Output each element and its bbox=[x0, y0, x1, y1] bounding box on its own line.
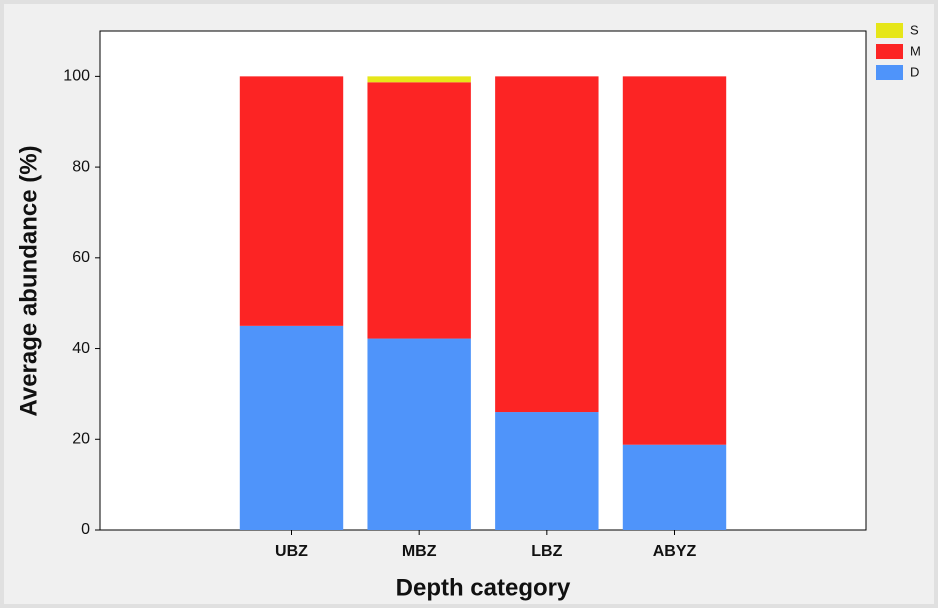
y-tick-label: 0 bbox=[81, 521, 90, 538]
y-axis-title: Average abundance (%) bbox=[15, 145, 42, 416]
legend-swatch bbox=[876, 23, 903, 38]
bar-segment bbox=[495, 412, 599, 530]
y-tick-label: 60 bbox=[72, 249, 90, 266]
legend-swatch bbox=[876, 65, 903, 80]
legend-label: M bbox=[910, 43, 921, 58]
legend-label: S bbox=[910, 22, 919, 37]
y-tick-label: 40 bbox=[72, 340, 90, 357]
bar-segment bbox=[622, 444, 727, 530]
plot-area bbox=[99, 30, 867, 531]
legend-swatch bbox=[876, 44, 903, 59]
x-tick-label: UBZ bbox=[275, 543, 308, 560]
legend-label: D bbox=[910, 64, 919, 79]
y-tick-label: 20 bbox=[72, 430, 90, 447]
bar-segment bbox=[239, 76, 344, 326]
bar-segment bbox=[495, 76, 599, 413]
x-axis-title: Depth category bbox=[396, 574, 571, 601]
bar-segment bbox=[239, 325, 344, 530]
y-tick-label: 80 bbox=[72, 158, 90, 175]
bar-segment bbox=[367, 338, 471, 530]
bar-segment bbox=[367, 82, 471, 339]
bar-segment bbox=[622, 76, 727, 445]
x-tick-label: ABYZ bbox=[653, 543, 697, 560]
x-tick-label: LBZ bbox=[531, 543, 562, 560]
bar-segment bbox=[367, 76, 471, 83]
y-tick-label: 100 bbox=[63, 68, 90, 85]
x-tick-label: MBZ bbox=[402, 543, 437, 560]
